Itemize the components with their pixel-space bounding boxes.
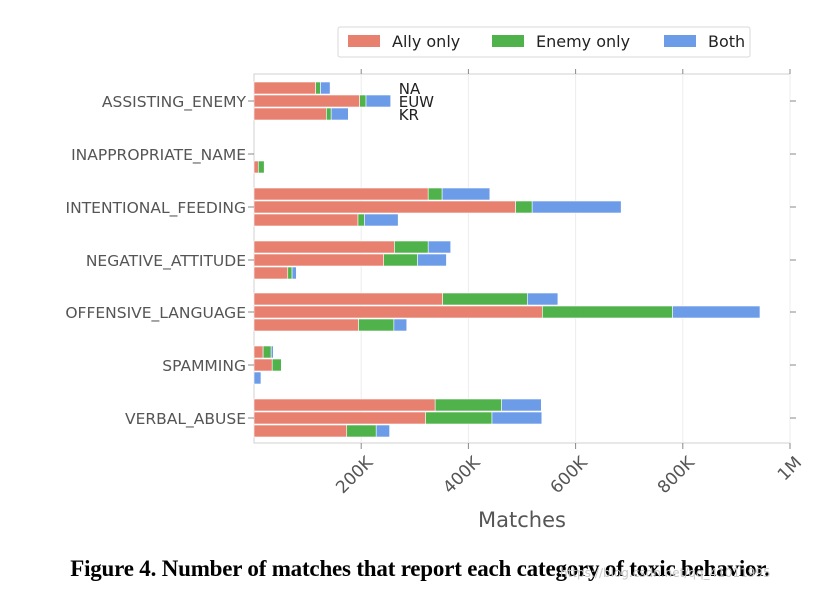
bar-segment (491, 411, 543, 425)
bar-segment (271, 358, 282, 372)
bar-segment (346, 424, 377, 438)
bar-segment (672, 305, 761, 319)
bar-segment (417, 253, 447, 267)
bar-segment (253, 240, 395, 254)
x-tick-label: 200K (332, 452, 378, 498)
y-tick-label: INAPPROPRIATE_NAME (71, 146, 246, 165)
bar-segment (253, 318, 359, 332)
y-tick-label: NEGATIVE_ATTITUDE (86, 252, 246, 271)
bar-segment (427, 240, 452, 254)
bar-segment (358, 318, 395, 332)
bar-segment (364, 213, 399, 227)
bar-segment (434, 398, 502, 412)
bar-segment (253, 305, 543, 319)
bar-segment (442, 292, 528, 306)
bar-segment (527, 292, 559, 306)
bar-segment (375, 424, 390, 438)
bar-segment (253, 107, 327, 121)
bar-segment (253, 200, 516, 214)
bar-segment (253, 371, 262, 385)
y-tick-label: VERBAL_ABUSE (125, 410, 246, 429)
bar-segment (357, 213, 365, 227)
legend-label: Enemy only (536, 32, 630, 51)
bar-segment (253, 411, 426, 425)
y-tick-label: INTENTIONAL_FEEDING (66, 199, 246, 218)
y-tick-label: ASSISTING_ENEMY (102, 93, 247, 112)
bar-segment (291, 266, 297, 280)
region-annotation: KR (399, 106, 419, 124)
bar-segment (253, 213, 359, 227)
figure-caption: Figure 4. Number of matches that report … (70, 556, 770, 581)
bar-segment (441, 187, 491, 201)
x-tick-label: 400K (439, 452, 485, 498)
bar-segment (253, 345, 264, 359)
bar-segment (253, 266, 289, 280)
bar-segment (515, 200, 533, 214)
watermark: https://blog.csdn.net/qq_41011995 (560, 566, 771, 580)
bar-segment (326, 107, 332, 121)
bar-segment (427, 187, 443, 201)
chart-svg: Ally only Enemy only Both ASSISTING_ENEMY I… (65, 26, 806, 532)
region-annotation: EUW (399, 93, 434, 111)
legend-swatch (664, 35, 696, 47)
bar-segment (287, 266, 293, 280)
bar-segment (330, 107, 349, 121)
grid (360, 74, 791, 443)
bar-segment (365, 94, 391, 108)
legend: Ally only Enemy only Both (337, 26, 751, 58)
bar-segment (253, 81, 316, 95)
bar-segment (253, 424, 348, 438)
legend-swatch (492, 35, 524, 47)
bar-segment (542, 305, 673, 319)
y-tick-label: OFFENSIVE_LANGUAGE (65, 304, 246, 323)
bar-segment (425, 411, 493, 425)
bar-segment (320, 81, 331, 95)
x-axis-label: Matches (478, 508, 566, 532)
y-axis: ASSISTING_ENEMY INAPPROPRIATE_NAME INTENTI… (65, 93, 796, 429)
bar-segment (393, 318, 408, 332)
legend-label: Both (708, 32, 745, 51)
legend-swatch (348, 35, 380, 47)
bar-segment (253, 160, 259, 174)
bar-segment (394, 240, 429, 254)
bar-segment (359, 94, 367, 108)
bar-segment (253, 292, 443, 306)
x-tick-label: 800K (654, 452, 700, 498)
legend-label: Ally only (392, 32, 460, 51)
bars (253, 81, 761, 438)
bar-segment (253, 187, 429, 201)
x-tick-label: 600K (547, 452, 593, 498)
bar-segment (257, 160, 265, 174)
bar-segment (253, 358, 273, 372)
bar-segment (253, 398, 436, 412)
region-annotation: NA (399, 80, 421, 98)
bar-segment (253, 253, 385, 267)
x-tick-label: 1M (774, 453, 806, 485)
bar-segment (315, 81, 321, 95)
bar-segment (253, 94, 360, 108)
bar-segment (262, 345, 272, 359)
y-tick-label: SPAMMING (162, 357, 246, 375)
bar-segment (531, 200, 622, 214)
bar-segment (383, 253, 418, 267)
bar-segment (270, 345, 274, 359)
legend-box (337, 26, 751, 58)
bar-segment (501, 398, 542, 412)
